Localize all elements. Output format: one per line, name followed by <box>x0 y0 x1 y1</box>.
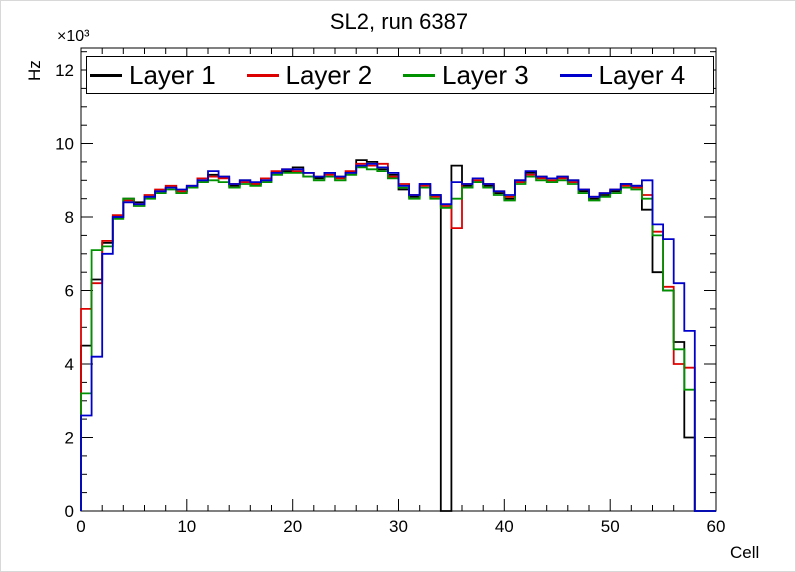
y-axis-title: Hz <box>25 60 44 81</box>
x-tick-label: 0 <box>76 517 85 536</box>
y-tick-label: 12 <box>55 61 74 80</box>
x-tick-label: 60 <box>707 517 726 536</box>
series-layer-4-line <box>80 162 716 512</box>
y-tick-label: 4 <box>65 355 74 374</box>
legend-label: Layer 2 <box>285 59 373 90</box>
x-tick-label: 10 <box>177 517 196 536</box>
y-tick-label: 10 <box>55 135 74 154</box>
legend-label: Layer 3 <box>442 59 529 90</box>
legend-entry-layer-2: Layer 2 <box>244 60 401 91</box>
layer-3-line-sample-icon <box>403 73 435 77</box>
series-layer-1-line <box>80 159 716 512</box>
y-axis-multiplier: ×10³ <box>57 28 90 45</box>
x-tick-label: 20 <box>283 517 302 536</box>
layer-1-line-sample-icon <box>90 73 122 77</box>
plot-frame <box>80 47 717 512</box>
legend-entry-layer-4: Layer 4 <box>557 60 714 91</box>
x-tick-label: 40 <box>495 517 514 536</box>
x-axis-title: Cell <box>730 543 760 562</box>
y-tick-label: 2 <box>65 429 74 448</box>
legend-entry-layer-1: Layer 1 <box>87 60 244 91</box>
layer-4-line-sample-icon <box>559 73 592 77</box>
series-layer-3-line <box>80 166 716 512</box>
legend: Layer 1 Layer 2 Layer 3 Layer 4 <box>86 56 714 94</box>
layer-2-line-sample-icon <box>246 73 279 77</box>
x-tick-label: 50 <box>601 517 620 536</box>
chart-title: SL2, run 6387 <box>329 9 469 34</box>
legend-label: Layer 4 <box>598 59 686 90</box>
legend-entry-layer-3: Layer 3 <box>400 60 557 91</box>
y-tick-label: 8 <box>65 208 74 227</box>
x-tick-label: 30 <box>389 517 408 536</box>
series-layer-2-line <box>80 162 716 512</box>
y-tick-label: 6 <box>65 282 74 301</box>
y-tick-label: 0 <box>65 502 74 521</box>
legend-label: Layer 1 <box>129 59 216 90</box>
